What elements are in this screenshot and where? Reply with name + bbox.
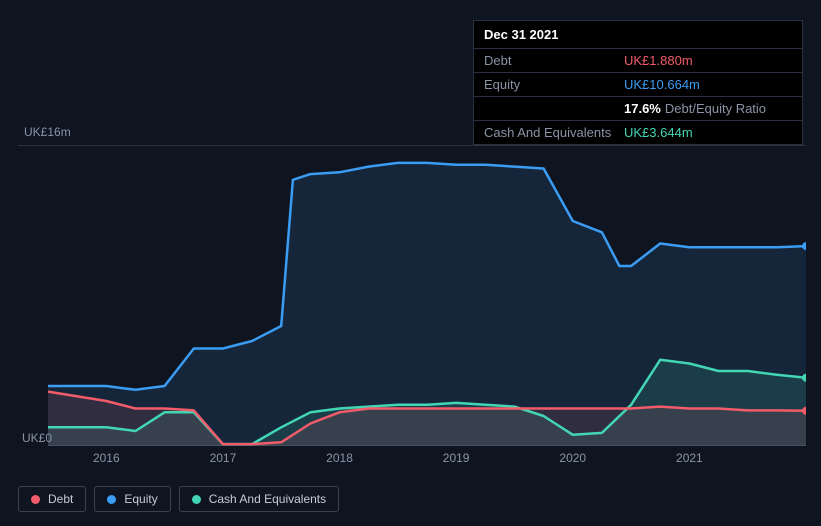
tooltip-row: 17.6% Debt/Equity Ratio bbox=[474, 97, 802, 121]
legend-label: Equity bbox=[124, 492, 157, 506]
tooltip-row: Cash And EquivalentsUK£3.644m bbox=[474, 121, 802, 144]
tooltip-ratio-pct: 17.6% bbox=[624, 101, 661, 116]
legend-item-cash-and-equivalents[interactable]: Cash And Equivalents bbox=[179, 486, 339, 512]
chart-svg bbox=[48, 146, 806, 446]
tooltip-ratio-label: Debt/Equity Ratio bbox=[665, 101, 766, 116]
plot-area[interactable]: UK£0 bbox=[18, 145, 806, 445]
x-tick: 2020 bbox=[559, 451, 586, 465]
legend-item-debt[interactable]: Debt bbox=[18, 486, 86, 512]
x-axis: 2016 2017 2018 2019 2020 2021 bbox=[48, 445, 806, 469]
legend-label: Cash And Equivalents bbox=[209, 492, 326, 506]
x-tick: 2017 bbox=[210, 451, 237, 465]
chart-container: UK£16m UK£0 201620172018201920202021 bbox=[18, 125, 806, 469]
x-tick: 2016 bbox=[93, 451, 120, 465]
x-tick: 2018 bbox=[326, 451, 353, 465]
tooltip-row: DebtUK£1.880m bbox=[474, 49, 802, 73]
tooltip-ratio: 17.6% Debt/Equity Ratio bbox=[624, 101, 766, 116]
tooltip-date: Dec 31 2021 bbox=[474, 21, 802, 49]
tooltip-panel: Dec 31 2021 DebtUK£1.880mEquityUK£10.664… bbox=[473, 20, 803, 145]
tooltip-row-label: Equity bbox=[484, 77, 624, 92]
tooltip-row-label: Debt bbox=[484, 53, 624, 68]
legend-dot-icon bbox=[192, 495, 201, 504]
legend: Debt Equity Cash And Equivalents bbox=[18, 486, 339, 512]
legend-item-equity[interactable]: Equity bbox=[94, 486, 170, 512]
legend-dot-icon bbox=[31, 495, 40, 504]
tooltip-row-value: UK£10.664m bbox=[624, 77, 700, 92]
tooltip-row-label: Cash And Equivalents bbox=[484, 125, 624, 140]
tooltip-row-label bbox=[484, 101, 624, 116]
legend-label: Debt bbox=[48, 492, 73, 506]
tooltip-row: EquityUK£10.664m bbox=[474, 73, 802, 97]
legend-dot-icon bbox=[107, 495, 116, 504]
x-tick: 2019 bbox=[443, 451, 470, 465]
tooltip-row-value: UK£1.880m bbox=[624, 53, 693, 68]
tooltip-row-value: UK£3.644m bbox=[624, 125, 693, 140]
x-tick: 2021 bbox=[676, 451, 703, 465]
